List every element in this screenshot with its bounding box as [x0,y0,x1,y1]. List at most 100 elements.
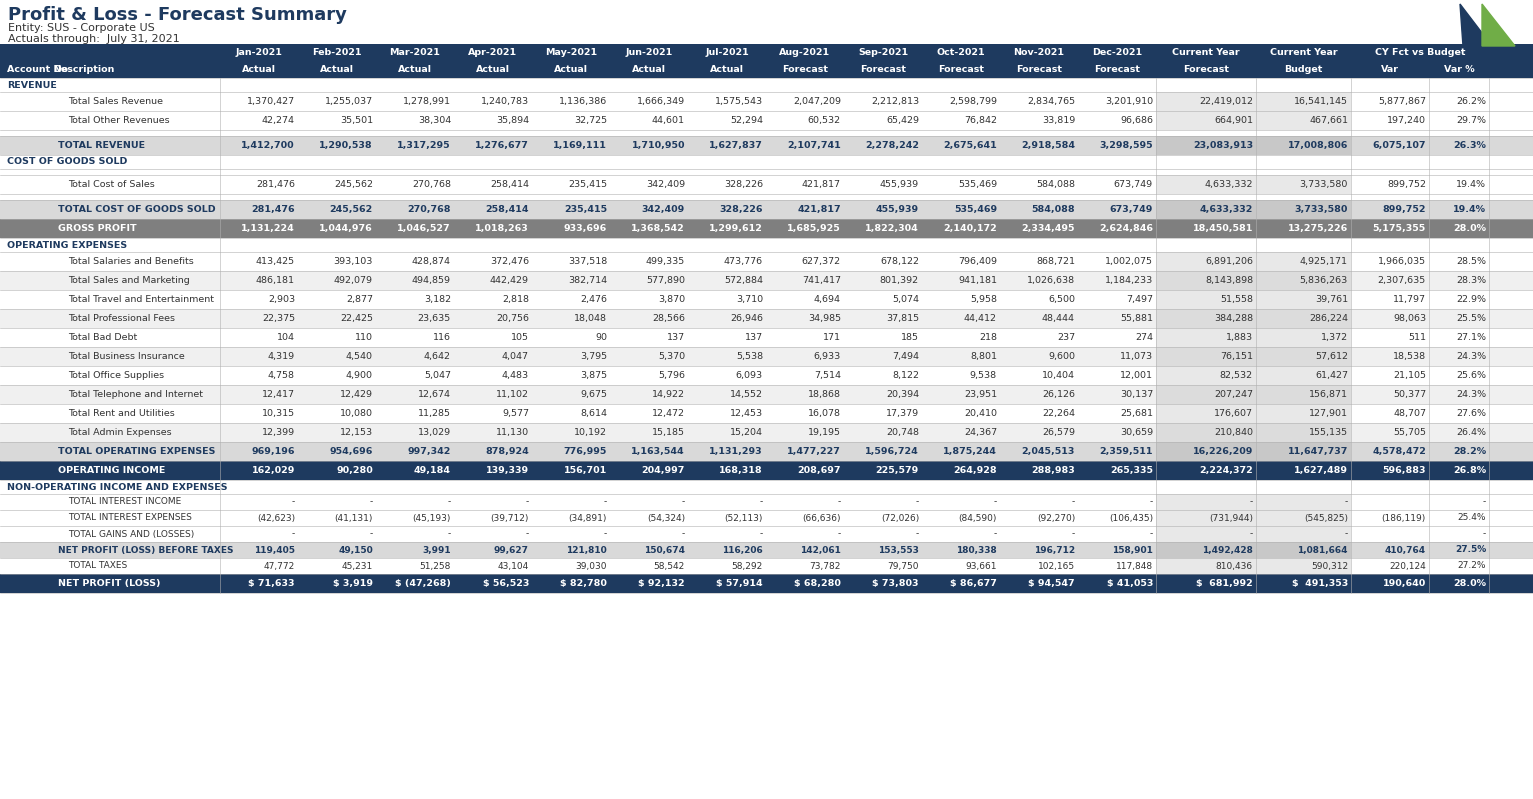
Text: 281,476: 281,476 [251,205,294,214]
Text: 4,047: 4,047 [501,352,529,361]
Text: $ 3,919: $ 3,919 [333,579,373,588]
Text: -: - [526,530,529,539]
Text: -: - [682,530,685,539]
Text: 49,150: 49,150 [339,546,373,555]
Text: 11,285: 11,285 [419,409,451,418]
Text: Mar-2021: Mar-2021 [389,48,440,57]
Text: Actual: Actual [553,65,589,74]
Text: 413,425: 413,425 [256,257,294,266]
Bar [1256,542,1351,558]
Text: 1,131,293: 1,131,293 [710,447,763,456]
Text: 1,184,233: 1,184,233 [1105,276,1153,285]
Text: 25.6%: 25.6% [1456,371,1485,380]
Text: 455,939: 455,939 [875,205,918,214]
Bar [0,219,1533,238]
Text: 421,817: 421,817 [797,205,842,214]
Text: Nov-2021: Nov-2021 [1013,48,1064,57]
Bar [1156,510,1256,526]
Bar [1156,271,1256,290]
Bar [0,461,1533,480]
Text: (45,193): (45,193) [412,514,451,523]
Text: 264,928: 264,928 [954,466,996,475]
Text: 25.4%: 25.4% [1458,514,1485,523]
Bar [1156,347,1256,366]
Bar [0,271,1533,290]
Text: 584,088: 584,088 [1036,180,1075,189]
Text: 90: 90 [595,333,607,342]
Text: 2,359,511: 2,359,511 [1099,447,1153,456]
Text: 48,707: 48,707 [1393,409,1426,418]
Bar [1156,366,1256,385]
Text: 270,768: 270,768 [412,180,451,189]
Text: TOTAL GAINS AND (LOSSES): TOTAL GAINS AND (LOSSES) [67,530,195,539]
Text: -: - [760,498,763,507]
Bar [0,175,1533,194]
Text: Current Year: Current Year [1173,48,1240,57]
Text: 208,697: 208,697 [797,466,842,475]
Text: 150,674: 150,674 [644,546,685,555]
Text: Feb-2021: Feb-2021 [313,48,362,57]
Bar [0,130,1533,136]
Bar [1256,366,1351,385]
Text: 1,710,950: 1,710,950 [632,141,685,150]
Text: 1,492,428: 1,492,428 [1202,546,1252,555]
Text: 225,579: 225,579 [875,466,918,475]
Text: (39,712): (39,712) [491,514,529,523]
Text: 2,818: 2,818 [501,295,529,304]
Text: $ (47,268): $ (47,268) [396,579,451,588]
Text: OPERATING INCOME: OPERATING INCOME [58,466,166,475]
Text: 796,409: 796,409 [958,257,996,266]
Text: 4,319: 4,319 [268,352,294,361]
Text: 4,540: 4,540 [346,352,373,361]
Text: -: - [1150,498,1153,507]
Polygon shape [1459,4,1492,46]
Text: 535,469: 535,469 [954,205,996,214]
Text: (72,026): (72,026) [881,514,918,523]
Text: 139,339: 139,339 [486,466,529,475]
Text: -: - [915,498,918,507]
Text: 104: 104 [277,333,294,342]
Text: Forecast: Forecast [1016,65,1062,74]
Text: 3,201,910: 3,201,910 [1105,97,1153,106]
Text: 168,318: 168,318 [719,466,763,475]
Text: 26.3%: 26.3% [1453,141,1485,150]
Bar [0,290,1533,309]
Text: Jul-2021: Jul-2021 [705,48,750,57]
Text: 4,925,171: 4,925,171 [1300,257,1348,266]
Text: 158,901: 158,901 [1111,546,1153,555]
Text: May-2021: May-2021 [544,48,596,57]
Text: 1,044,976: 1,044,976 [319,224,373,233]
Text: 185: 185 [901,333,918,342]
Text: 2,045,513: 2,045,513 [1021,447,1075,456]
Bar [1256,290,1351,309]
Bar [0,574,1533,593]
Text: 5,958: 5,958 [970,295,996,304]
Text: $  491,353: $ 491,353 [1292,579,1348,588]
Text: Aug-2021: Aug-2021 [779,48,831,57]
Text: 342,409: 342,409 [645,180,685,189]
Text: 32,725: 32,725 [573,116,607,125]
Text: 4,578,472: 4,578,472 [1372,447,1426,456]
Text: Dec-2021: Dec-2021 [1091,48,1142,57]
Text: Total Admin Expenses: Total Admin Expenses [67,428,172,437]
Text: 37,815: 37,815 [886,314,918,323]
Text: Total Office Supplies: Total Office Supplies [67,371,164,380]
Bar [0,423,1533,442]
Bar [0,136,1533,155]
Bar [0,480,1533,494]
Text: 258,414: 258,414 [491,180,529,189]
Bar [0,309,1533,328]
Polygon shape [1482,4,1515,46]
Text: -: - [448,530,451,539]
Text: 29.7%: 29.7% [1456,116,1485,125]
Text: 410,764: 410,764 [1384,546,1426,555]
Text: Jan-2021: Jan-2021 [236,48,282,57]
Text: Entity: SUS - Corporate US: Entity: SUS - Corporate US [8,23,155,33]
Text: (42,623): (42,623) [258,514,294,523]
Text: Apr-2021: Apr-2021 [469,48,518,57]
Bar [0,385,1533,404]
Text: 3,991: 3,991 [423,546,451,555]
Text: 1,240,783: 1,240,783 [481,97,529,106]
Text: 19.4%: 19.4% [1456,180,1485,189]
Text: -: - [915,530,918,539]
